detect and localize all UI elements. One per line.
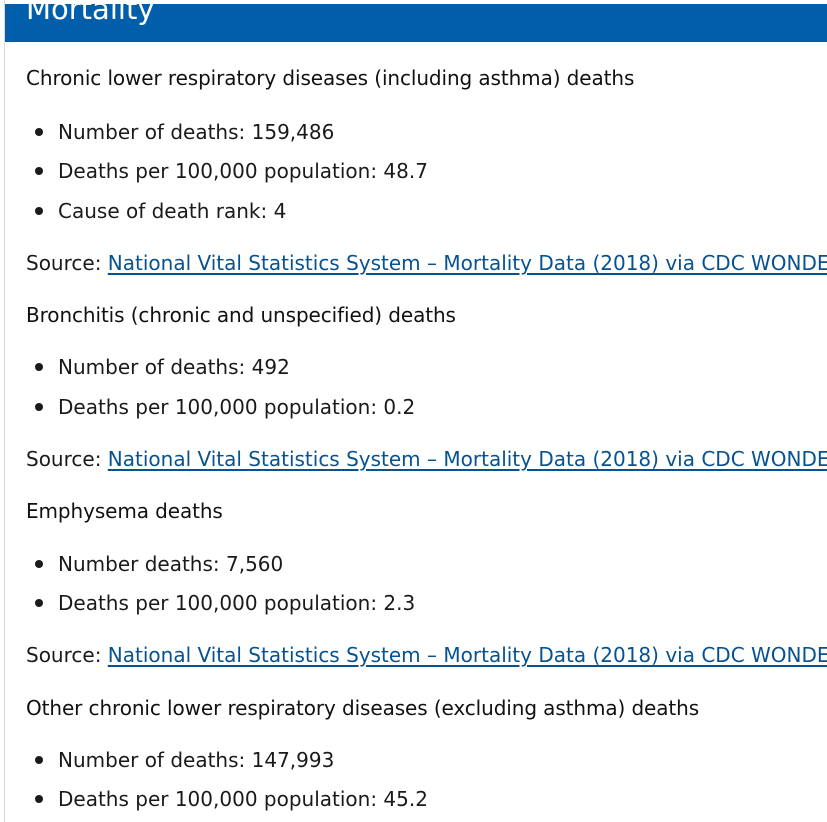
- stat-text: Deaths per 100,000 population: 48.7: [58, 159, 428, 183]
- bullet-icon: [35, 403, 43, 411]
- stat-text: Number of deaths: 492: [58, 355, 290, 379]
- list-item: Deaths per 100,000 population: 0.2: [26, 393, 415, 421]
- list-item: Deaths per 100,000 population: 48.7: [26, 157, 428, 185]
- list-item: Number deaths: 7,560: [26, 550, 283, 578]
- stat-text: Number of deaths: 159,486: [58, 120, 335, 144]
- section-header: Mortality: [5, 4, 827, 42]
- bullet-icon: [35, 560, 43, 568]
- bullet-icon: [35, 128, 43, 136]
- list-item: Deaths per 100,000 population: 2.3: [26, 589, 415, 617]
- source-link[interactable]: National Vital Statistics System – Morta…: [107, 251, 827, 275]
- bullet-icon: [35, 599, 43, 607]
- source-line: Source: National Vital Statistics System…: [26, 445, 827, 473]
- section-title-emphysema: Emphysema deaths: [26, 499, 223, 523]
- list-item: Number of deaths: 147,993: [26, 746, 334, 774]
- source-label: Source:: [26, 643, 102, 667]
- stat-text: Deaths per 100,000 population: 2.3: [58, 591, 416, 615]
- bullet-icon: [35, 207, 43, 215]
- source-line: Source: National Vital Statistics System…: [26, 641, 827, 669]
- bullet-icon: [35, 795, 43, 803]
- stat-text: Deaths per 100,000 population: 45.2: [58, 787, 428, 811]
- section-title-bronchitis: Bronchitis (chronic and unspecified) dea…: [26, 303, 456, 327]
- section-title-clrd: Chronic lower respiratory diseases (incl…: [26, 66, 635, 90]
- stat-text: Deaths per 100,000 population: 0.2: [58, 395, 416, 419]
- source-line: Source: National Vital Statistics System…: [26, 249, 827, 277]
- mortality-card: Mortality Chronic lower respiratory dise…: [4, 0, 827, 822]
- source-link[interactable]: National Vital Statistics System – Morta…: [107, 643, 827, 667]
- source-link[interactable]: National Vital Statistics System – Morta…: [107, 447, 827, 471]
- list-item: Number of deaths: 159,486: [26, 118, 334, 146]
- list-item: Cause of death rank: 4: [26, 197, 286, 225]
- list-item: Deaths per 100,000 population: 45.2: [26, 785, 428, 813]
- bullet-icon: [35, 167, 43, 175]
- source-label: Source:: [26, 251, 102, 275]
- list-item: Number of deaths: 492: [26, 353, 290, 381]
- stat-text: Cause of death rank: 4: [58, 199, 287, 223]
- bullet-icon: [35, 756, 43, 764]
- bullet-icon: [35, 363, 43, 371]
- stat-text: Number deaths: 7,560: [58, 552, 284, 576]
- section-title-other-clrd: Other chronic lower respiratory diseases…: [26, 696, 700, 720]
- page-title: Mortality: [26, 4, 155, 26]
- source-label: Source:: [26, 447, 102, 471]
- stat-text: Number of deaths: 147,993: [58, 748, 335, 772]
